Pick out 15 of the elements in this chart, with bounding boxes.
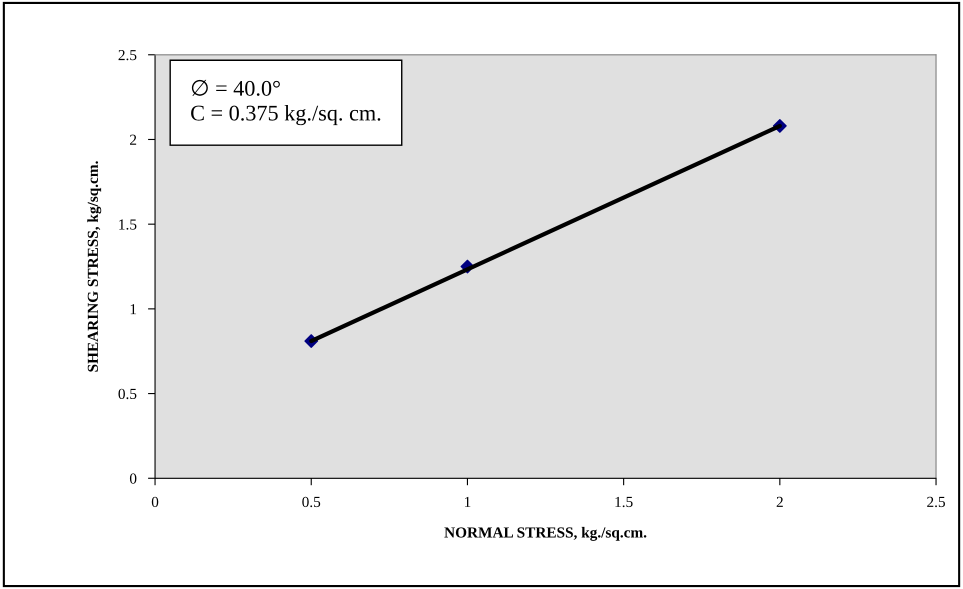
y-axis-title: SHEARING STRESS, kg/sq.cm. xyxy=(87,161,102,372)
x-tick-label: 2.5 xyxy=(927,496,945,508)
y-tick-label: 1 xyxy=(130,304,136,314)
y-tick-label: 2 xyxy=(130,134,136,145)
y-tick-label: 2.5 xyxy=(118,50,136,60)
x-tick-label: 1.5 xyxy=(615,496,633,508)
y-tick-label: 0.5 xyxy=(118,388,136,400)
y-tick-label: 0 xyxy=(130,473,136,484)
x-axis-title: NORMAL STRESS, kg./sq.cm. xyxy=(444,526,646,541)
x-tick-label: 2 xyxy=(776,496,783,507)
x-tick-label: 1 xyxy=(464,496,470,507)
annotation: ∅ = 40.0° C = 0.375 kg./sq. cm. xyxy=(191,80,380,126)
y-tick-label: 1.5 xyxy=(119,219,136,230)
x-tick-label: 0 xyxy=(152,496,158,508)
x-tick-label: 0.5 xyxy=(302,496,320,508)
